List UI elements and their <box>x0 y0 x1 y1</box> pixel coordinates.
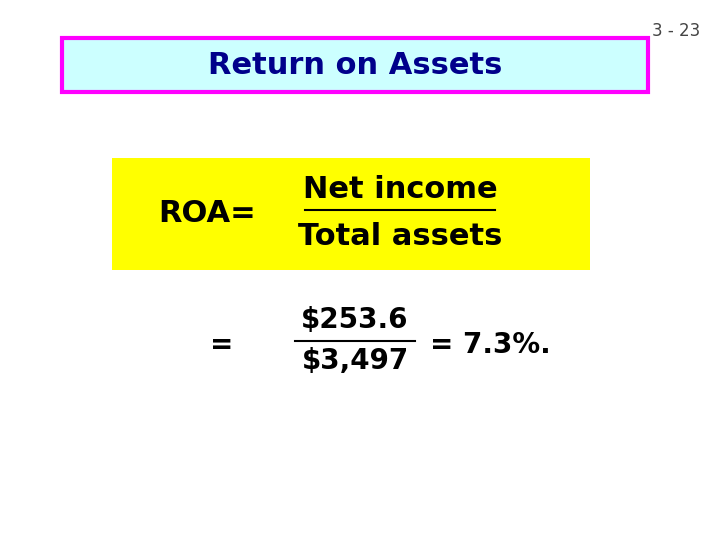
Text: 3 - 23: 3 - 23 <box>652 22 700 40</box>
FancyBboxPatch shape <box>62 38 648 92</box>
FancyBboxPatch shape <box>112 158 590 270</box>
Text: $3,497: $3,497 <box>302 347 409 375</box>
Text: ROA=: ROA= <box>158 199 256 228</box>
Text: Net income: Net income <box>302 175 498 204</box>
Text: Total assets: Total assets <box>298 222 502 251</box>
Text: Return on Assets: Return on Assets <box>208 51 502 79</box>
Text: =: = <box>210 331 234 359</box>
Text: $253.6: $253.6 <box>301 306 409 334</box>
Text: = 7.3%.: = 7.3%. <box>430 331 550 359</box>
